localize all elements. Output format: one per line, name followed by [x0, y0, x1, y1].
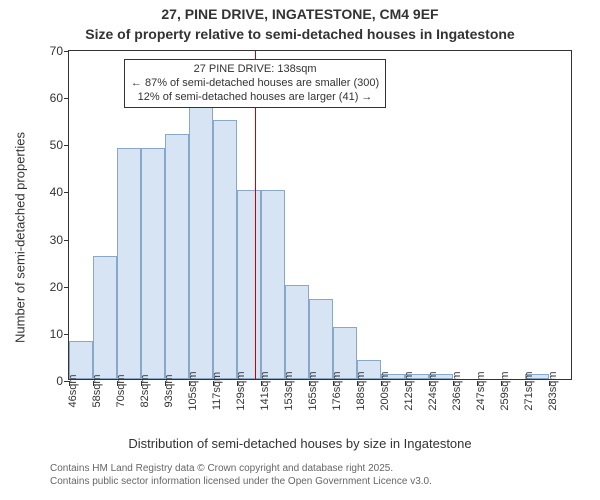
callout-line1: 27 PINE DRIVE: 138sqm	[194, 63, 317, 75]
histogram-bar	[117, 148, 141, 379]
y-tick-mark	[64, 240, 69, 241]
x-tick-label: 70sqm	[115, 374, 127, 407]
y-tick-mark	[64, 287, 69, 288]
y-tick-label: 30	[33, 233, 63, 247]
y-tick-label: 0	[33, 374, 63, 388]
x-tick-label: 271sqm	[523, 371, 535, 410]
x-tick-label: 236sqm	[451, 371, 463, 410]
y-tick-label: 10	[33, 327, 63, 341]
x-tick-label: 82sqm	[139, 374, 151, 407]
x-tick-label: 283sqm	[547, 371, 559, 410]
chart-title-line2: Size of property relative to semi-detach…	[0, 26, 600, 42]
y-tick-label: 50	[33, 138, 63, 152]
x-tick-label: 247sqm	[475, 371, 487, 410]
x-tick-label: 58sqm	[91, 374, 103, 407]
histogram-bar	[93, 256, 117, 379]
x-tick-label: 165sqm	[307, 371, 319, 410]
histogram-bar	[309, 299, 333, 379]
plot-area: 01020304050607046sqm58sqm70sqm82sqm93sqm…	[68, 50, 572, 380]
x-tick-label: 129sqm	[235, 371, 247, 410]
y-tick-mark	[64, 98, 69, 99]
x-tick-label: 153sqm	[283, 371, 295, 410]
x-tick-label: 176sqm	[331, 371, 343, 410]
x-tick-label: 224sqm	[427, 371, 439, 410]
x-tick-label: 46sqm	[67, 374, 79, 407]
y-axis-label: Number of semi-detached properties	[13, 118, 28, 358]
histogram-bar	[237, 190, 261, 379]
callout-line2: ← 87% of semi-detached houses are smalle…	[131, 77, 379, 89]
y-tick-mark	[64, 145, 69, 146]
y-tick-label: 70	[33, 44, 63, 58]
histogram-bar	[141, 148, 165, 379]
chart-title-line1: 27, PINE DRIVE, INGATESTONE, CM4 9EF	[0, 6, 600, 22]
y-tick-mark	[64, 334, 69, 335]
y-tick-label: 40	[33, 185, 63, 199]
x-tick-label: 200sqm	[379, 371, 391, 410]
x-axis-label: Distribution of semi-detached houses by …	[0, 436, 600, 451]
y-tick-mark	[64, 192, 69, 193]
histogram-bar	[189, 106, 213, 379]
histogram-bar	[165, 134, 189, 379]
attribution-line1: Contains HM Land Registry data © Crown c…	[50, 463, 393, 474]
callout-box: 27 PINE DRIVE: 138sqm ← 87% of semi-detac…	[124, 59, 386, 108]
chart-container: 27, PINE DRIVE, INGATESTONE, CM4 9EF Siz…	[0, 0, 600, 500]
x-tick-label: 141sqm	[259, 371, 271, 410]
attribution-text: Contains HM Land Registry data © Crown c…	[0, 462, 600, 488]
attribution-line2: Contains public sector information licen…	[50, 476, 432, 487]
histogram-bar	[285, 285, 309, 379]
x-tick-label: 259sqm	[499, 371, 511, 410]
x-tick-label: 93sqm	[163, 374, 175, 407]
y-tick-label: 60	[33, 91, 63, 105]
y-tick-label: 20	[33, 280, 63, 294]
histogram-bar	[213, 120, 237, 379]
y-tick-mark	[64, 51, 69, 52]
x-tick-label: 188sqm	[355, 371, 367, 410]
histogram-bar	[261, 190, 285, 379]
histogram-bar	[69, 341, 93, 379]
x-tick-label: 212sqm	[403, 371, 415, 410]
x-tick-label: 117sqm	[211, 372, 223, 410]
callout-line3: 12% of semi-detached houses are larger (…	[138, 91, 373, 103]
x-tick-label: 105sqm	[187, 371, 199, 410]
